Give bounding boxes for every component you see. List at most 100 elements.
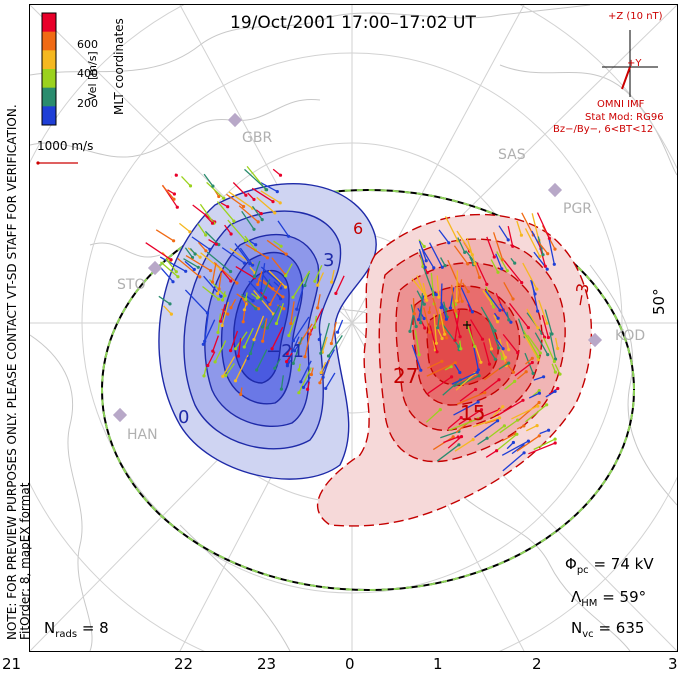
velocity-vectors [145,152,562,472]
colorbar-tick-400: 400 [77,67,98,80]
velocity-vector [266,304,281,329]
velocity-vector-origin [474,387,478,392]
velocity-vector-origin [198,255,202,259]
velocity-vector [183,258,199,268]
velocity-vector-origin [445,336,449,340]
velocity-vector [227,219,246,241]
n-vc-symbol: N [571,619,583,637]
velocity-vector [427,360,443,369]
velocity-vector-origin [259,297,263,301]
velocity-vector [454,439,474,452]
velocity-vector [228,191,253,209]
imf-condition: Bz−/By−, 6<BT<12 [553,124,654,135]
velocity-vector-origin [553,441,557,445]
velocity-vector-origin [505,269,509,273]
velocity-vector [492,232,504,261]
velocity-vector-origin [211,184,215,188]
velocity-vector-origin [536,309,540,313]
velocity-vector [511,444,524,455]
contour-label-6: 6 [353,219,364,238]
velocity-vector [517,402,540,422]
lambda-hm-stat: ΛHM = 59° [571,588,646,609]
velocity-vector [425,409,441,423]
velocity-vector-origin [556,346,560,351]
velocity-vector [514,361,533,377]
velocity-vector [248,280,270,304]
velocity-vector-origin [274,321,279,326]
velocity-vector-origin [493,329,497,333]
velocity-vector-origin [188,184,193,188]
velocity-vector [507,225,514,247]
velocity-vector-origin [281,295,285,299]
velocity-vector-origin [172,192,176,196]
station-han: HAN [127,427,158,443]
velocity-vector-origin [448,306,452,310]
velocity-vector-origin [536,358,541,362]
velocity-vector [288,316,297,336]
velocity-vector [184,247,194,258]
velocity-vector-origin [232,219,236,223]
velocity-vector-origin [443,264,447,268]
velocity-vector [327,335,343,357]
velocity-vector-origin [256,282,260,287]
velocity-vector [214,340,227,363]
velocity-vector-origin [251,263,255,267]
velocity-vector [482,290,493,305]
velocity-vector [530,279,536,295]
velocity-vector-origin [511,370,516,374]
velocity-vector [181,175,191,187]
velocity-vector-origin [483,391,487,395]
velocity-vector [300,360,312,383]
velocity-vector [220,268,232,282]
velocity-vector-origin [169,312,173,316]
velocity-vector-origin [204,249,208,253]
velocity-vector-origin [447,241,451,245]
n-rads-sub: rads [55,629,78,640]
velocity-vector-origin [444,317,448,321]
velocity-vector [554,337,559,349]
velocity-vector [219,304,226,322]
velocity-vector [456,230,473,256]
velocity-vector [203,173,214,187]
velocity-colorbar [41,12,57,126]
velocity-vector [241,210,255,230]
velocity-vector-origin [516,351,520,355]
velocity-vector-origin [171,280,175,284]
velocity-vector-origin [476,417,480,421]
lambda-hm-value: 59° [619,588,647,606]
velocity-vector-origin [239,392,243,396]
velocity-vector-origin [268,302,272,306]
velocity-vector-origin [537,391,541,395]
velocity-vector-origin [489,347,494,351]
latitude-label: 50° [650,288,668,315]
velocity-vector [453,362,461,373]
velocity-vector-origin [537,400,541,405]
velocity-vector-origin [524,370,528,374]
velocity-vector-origin [316,283,320,287]
velocity-vector-origin [326,354,331,358]
velocity-vector-origin [466,262,470,266]
velocity-vector-origin [459,435,464,439]
velocity-vector-origin [550,332,554,336]
velocity-vector-origin [458,335,462,339]
velocity-vector [432,340,437,351]
velocity-vector-origin [422,316,426,321]
velocity-vector [523,330,539,358]
mlt-tick-22: 22 [174,655,194,673]
velocity-vector [309,308,324,335]
colorbar-segment [42,69,56,89]
mlt-tick-0: 0 [345,655,355,673]
velocity-vector-origin [176,275,180,279]
velocity-vector-origin [219,294,223,298]
velocity-vector [462,282,469,292]
velocity-vector [545,390,556,398]
velocity-vector [221,247,245,264]
velocity-vector-origin [470,310,474,314]
velocity-vector-origin [203,339,207,343]
velocity-vector-origin [496,316,500,320]
colorbar-segment [42,50,56,70]
velocity-vector [253,315,265,340]
velocity-vector-origin [248,262,252,266]
velocity-vector-origin [319,371,323,375]
velocity-vector-origin [309,372,313,377]
